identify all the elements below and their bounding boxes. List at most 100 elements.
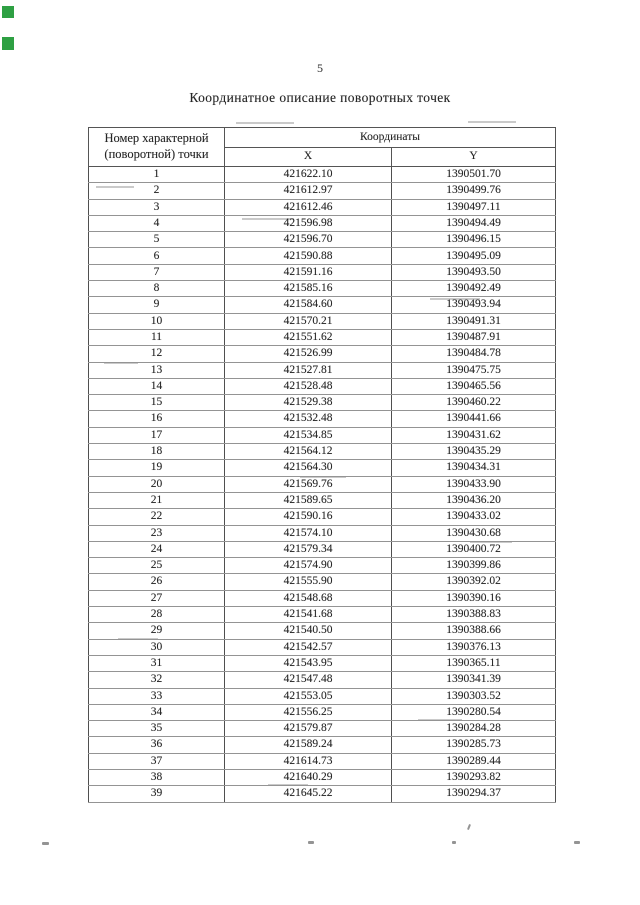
green-scan-mark <box>2 6 14 18</box>
point-number-cell: 23 <box>88 524 225 542</box>
coordinates-header: Координаты <box>223 127 557 148</box>
table-row: 26 421555.90 1390392.02 <box>88 573 557 591</box>
point-number-cell: 13 <box>88 361 225 379</box>
green-scan-mark <box>2 37 14 50</box>
table-row: 12 421526.99 1390484.78 <box>88 345 557 363</box>
table-row: 39 421645.22 1390294.37 <box>88 785 557 803</box>
point-number-cell: 38 <box>88 768 225 787</box>
table-row: 22 421590.16 1390433.02 <box>88 508 557 526</box>
point-number-cell: 3 <box>88 198 225 216</box>
y-cell: 1390494.49 <box>390 214 557 233</box>
scan-smudge <box>236 122 294 124</box>
x-cell: 421584.60 <box>224 296 392 314</box>
y-cell: 1390376.13 <box>390 638 557 656</box>
table-row: 15 421529.38 1390460.22 <box>88 394 557 412</box>
x-cell: 421645.22 <box>224 785 392 803</box>
x-cell: 421543.95 <box>224 654 392 673</box>
table-row: 19 421564.30 1390434.31 <box>88 459 557 477</box>
y-cell: 1390303.52 <box>390 687 557 705</box>
point-number-cell: 32 <box>88 671 225 689</box>
scan-speck <box>308 841 314 844</box>
y-cell: 1390280.54 <box>390 703 557 722</box>
x-cell: 421579.34 <box>224 540 392 559</box>
x-column-header: X <box>224 147 392 167</box>
table-body: 1 421622.10 1390501.70 2 421612.97 1390499.76… <box>88 165 557 803</box>
point-number-cell: 36 <box>88 736 225 754</box>
y-cell: 1390495.09 <box>390 247 557 265</box>
point-number-header: Номер характерной (поворотной) точки <box>88 127 225 167</box>
y-cell: 1390388.83 <box>390 606 557 624</box>
x-cell: 421569.76 <box>224 475 392 493</box>
point-number-cell: 25 <box>88 557 225 575</box>
point-number-cell: 35 <box>88 720 225 738</box>
point-number-cell: 28 <box>88 606 225 624</box>
y-cell: 1390388.66 <box>390 622 557 640</box>
point-number-cell: 30 <box>88 638 225 656</box>
y-cell: 1390493.50 <box>390 263 557 282</box>
table-row: 28 421541.68 1390388.83 <box>88 606 557 624</box>
table-row: 38 421640.29 1390293.82 <box>88 768 557 787</box>
scan-speck <box>574 841 580 844</box>
x-cell: 421529.38 <box>224 394 392 412</box>
table-row: 34 421556.25 1390280.54 <box>88 703 557 722</box>
point-number-cell: 6 <box>88 247 225 265</box>
point-number-cell: 27 <box>88 589 225 608</box>
y-cell: 1390499.76 <box>390 182 557 200</box>
point-number-cell: 16 <box>88 410 225 428</box>
table-row: 1 421622.10 1390501.70 <box>88 165 557 184</box>
x-cell: 421541.68 <box>224 606 392 624</box>
table-row: 27 421548.68 1390390.16 <box>88 589 557 608</box>
y-cell: 1390484.78 <box>390 345 557 363</box>
point-number-cell: 39 <box>88 785 225 803</box>
table-row: 5 421596.70 1390496.15 <box>88 231 557 249</box>
point-number-cell: 10 <box>88 312 225 330</box>
point-number-cell: 11 <box>88 328 225 347</box>
x-cell: 421555.90 <box>224 573 392 591</box>
x-cell: 421570.21 <box>224 312 392 330</box>
table-row: 35 421579.87 1390284.28 <box>88 720 557 738</box>
x-cell: 421556.25 <box>224 703 392 722</box>
table-row: 29 421540.50 1390388.66 <box>88 622 557 640</box>
x-cell: 421532.48 <box>224 410 392 428</box>
y-cell: 1390493.94 <box>390 296 557 314</box>
table-row: 9 421584.60 1390493.94 <box>88 296 557 314</box>
table-row: 14 421528.48 1390465.56 <box>88 377 557 396</box>
point-number-cell: 4 <box>88 214 225 233</box>
page-title: Координатное описание поворотных точек <box>189 90 451 105</box>
point-number-cell: 37 <box>88 752 225 770</box>
point-number-cell: 14 <box>88 377 225 396</box>
scan-speck <box>466 823 472 831</box>
y-cell: 1390460.22 <box>390 394 557 412</box>
point-number-cell: 15 <box>88 394 225 412</box>
table-row: 31 421543.95 1390365.11 <box>88 654 557 673</box>
table-row: 33 421553.05 1390303.52 <box>88 687 557 705</box>
point-number-cell: 1 <box>88 165 225 184</box>
table-row: 25 421574.90 1390399.86 <box>88 557 557 575</box>
y-cell: 1390497.11 <box>390 198 557 216</box>
y-cell: 1390293.82 <box>390 768 557 787</box>
y-cell: 1390341.39 <box>390 671 557 689</box>
table-row: 36 421589.24 1390285.73 <box>88 736 557 754</box>
x-cell: 421596.98 <box>224 214 392 233</box>
x-cell: 421540.50 <box>224 622 392 640</box>
scan-speck <box>42 842 49 845</box>
point-number-cell: 9 <box>88 296 225 314</box>
x-cell: 421585.16 <box>224 280 392 298</box>
point-number-cell: 17 <box>88 426 225 445</box>
y-cell: 1390400.72 <box>390 540 557 559</box>
x-cell: 421614.73 <box>224 752 392 770</box>
x-cell: 421548.68 <box>224 589 392 608</box>
y-cell: 1390496.15 <box>390 231 557 249</box>
point-number-cell: 31 <box>88 654 225 673</box>
table-row: 6 421590.88 1390495.09 <box>88 247 557 265</box>
x-cell: 421528.48 <box>224 377 392 396</box>
y-cell: 1390441.66 <box>390 410 557 428</box>
table-row: 2 421612.97 1390499.76 <box>88 182 557 200</box>
table-row: 37 421614.73 1390289.44 <box>88 752 557 770</box>
x-cell: 421590.88 <box>224 247 392 265</box>
x-cell: 421591.16 <box>224 263 392 282</box>
y-cell: 1390475.75 <box>390 361 557 379</box>
y-cell: 1390436.20 <box>390 491 557 510</box>
y-cell: 1390433.02 <box>390 508 557 526</box>
